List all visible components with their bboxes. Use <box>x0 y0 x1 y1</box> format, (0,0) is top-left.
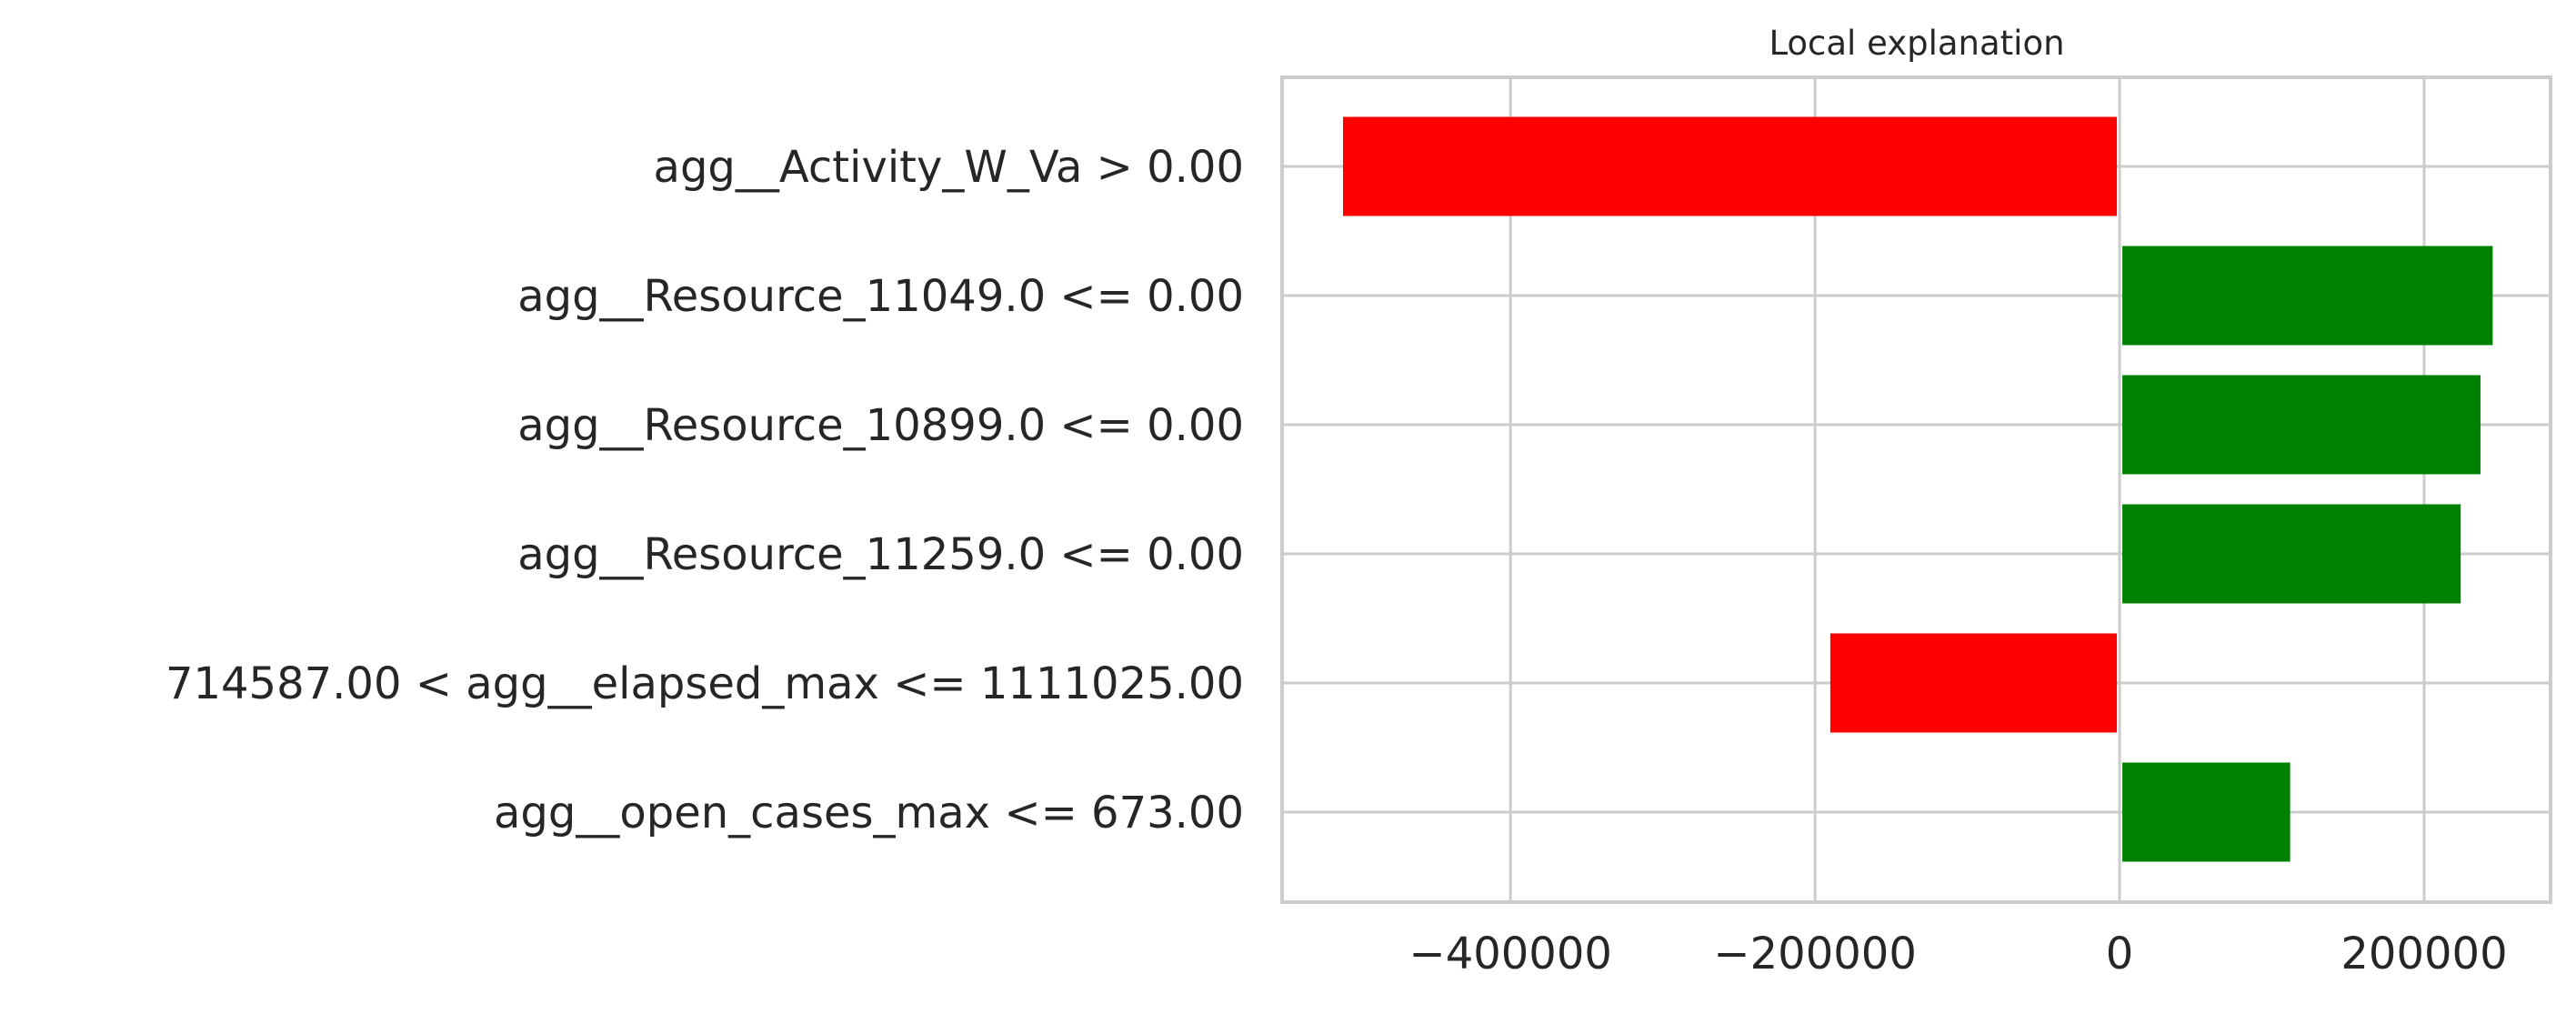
y-tick-label: agg__Resource_10899.0 <= 0.00 <box>517 400 1244 451</box>
y-tick-label: agg__Activity_W_Va > 0.00 <box>654 142 1244 193</box>
x-tick-label: 0 <box>2106 929 2134 979</box>
bar <box>2122 376 2481 475</box>
x-tick-label: 200000 <box>2340 929 2507 979</box>
y-tick-label: 714587.00 < agg__elapsed_max <= 1111025.… <box>165 658 1244 709</box>
y-tick-label: agg__Resource_11259.0 <= 0.00 <box>517 529 1244 580</box>
chart-title: Local explanation <box>1769 24 2064 63</box>
y-tick-label: agg__Resource_11049.0 <= 0.00 <box>517 271 1244 322</box>
x-tick-label: −200000 <box>1713 929 1916 979</box>
bar <box>2122 246 2492 346</box>
bar <box>2122 505 2461 604</box>
bar <box>1830 634 2117 733</box>
x-tick-label: −400000 <box>1408 929 1611 979</box>
bar <box>1343 117 2117 216</box>
y-tick-label: agg__open_cases_max <= 673.00 <box>494 788 1244 838</box>
bar <box>2122 763 2290 862</box>
